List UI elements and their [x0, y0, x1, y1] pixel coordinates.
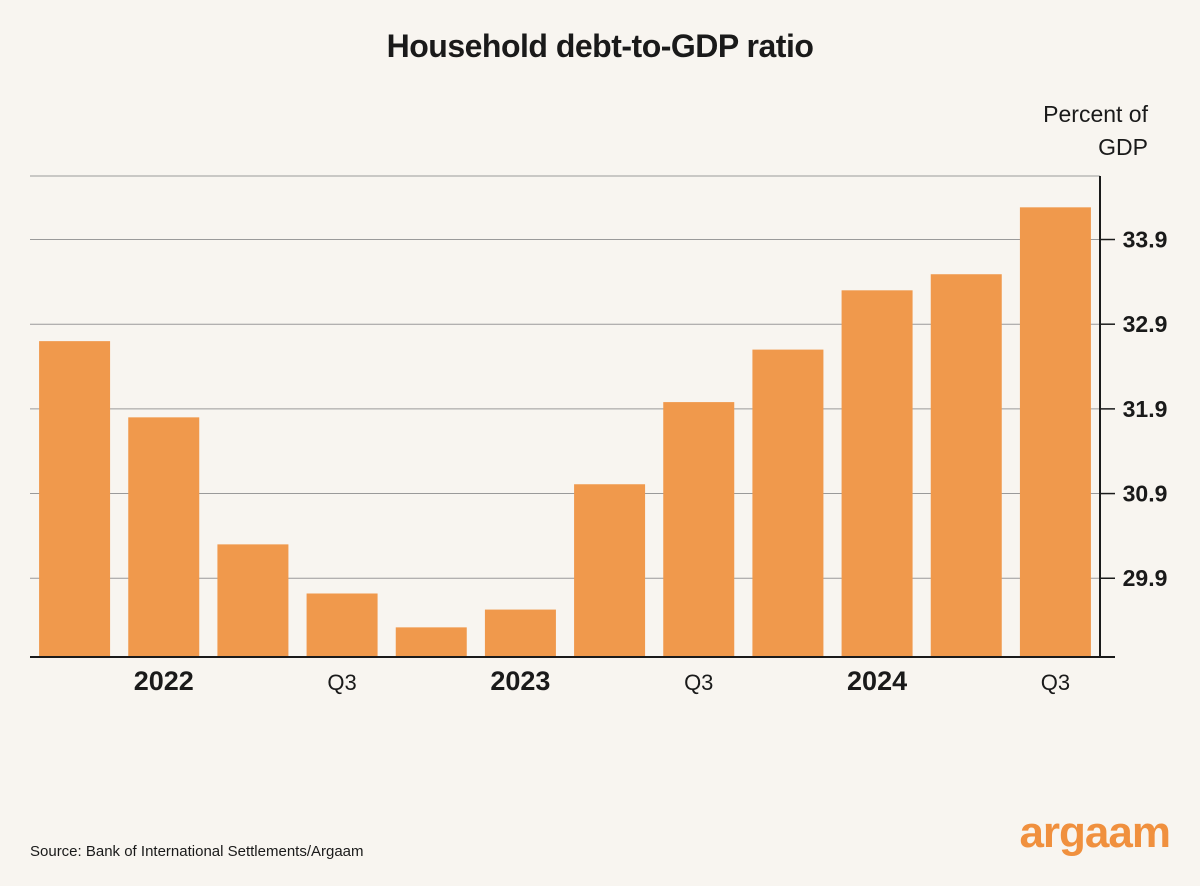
y-tick-label: 33.9	[1123, 227, 1168, 253]
bar	[484, 609, 556, 657]
unit-label-line1: Percent of	[1043, 101, 1148, 127]
bars	[39, 207, 1091, 657]
argaam-logo: argaam	[1019, 808, 1171, 857]
bar	[574, 484, 646, 657]
x-tick-label: Q3	[684, 670, 713, 695]
y-tick-label: 31.9	[1123, 396, 1168, 422]
bar	[841, 290, 913, 657]
y-tick-label: 30.9	[1123, 481, 1168, 507]
bar	[1019, 207, 1091, 657]
x-tick-label: 2022	[134, 666, 194, 696]
axis-labels: 29.9 30.9 31.9 32.9 33.9 2022 Q3 2023 Q3 2024 Q3	[134, 227, 1168, 696]
bar	[128, 417, 200, 657]
y-tick-label: 32.9	[1123, 311, 1168, 337]
x-tick-label: Q3	[1041, 670, 1070, 695]
gridlines	[30, 175, 1100, 579]
y-tick-label: 29.9	[1123, 565, 1168, 591]
x-tick-label: Q3	[327, 670, 356, 695]
axes	[30, 176, 1115, 658]
x-tick-label: 2023	[490, 666, 550, 696]
source-note: Source: Bank of International Settlement…	[30, 843, 364, 860]
bar	[752, 349, 824, 657]
bar	[663, 402, 735, 657]
bar	[39, 341, 111, 657]
chart-title: Household debt-to-GDP ratio	[386, 28, 814, 64]
y-axis-unit-label: Percent of GDP	[1008, 98, 1148, 164]
bar	[930, 274, 1002, 657]
x-tick-label: 2024	[847, 666, 907, 696]
unit-label-line2: GDP	[1098, 134, 1148, 160]
bar	[217, 544, 289, 657]
bar	[395, 627, 467, 657]
bar	[306, 593, 378, 657]
